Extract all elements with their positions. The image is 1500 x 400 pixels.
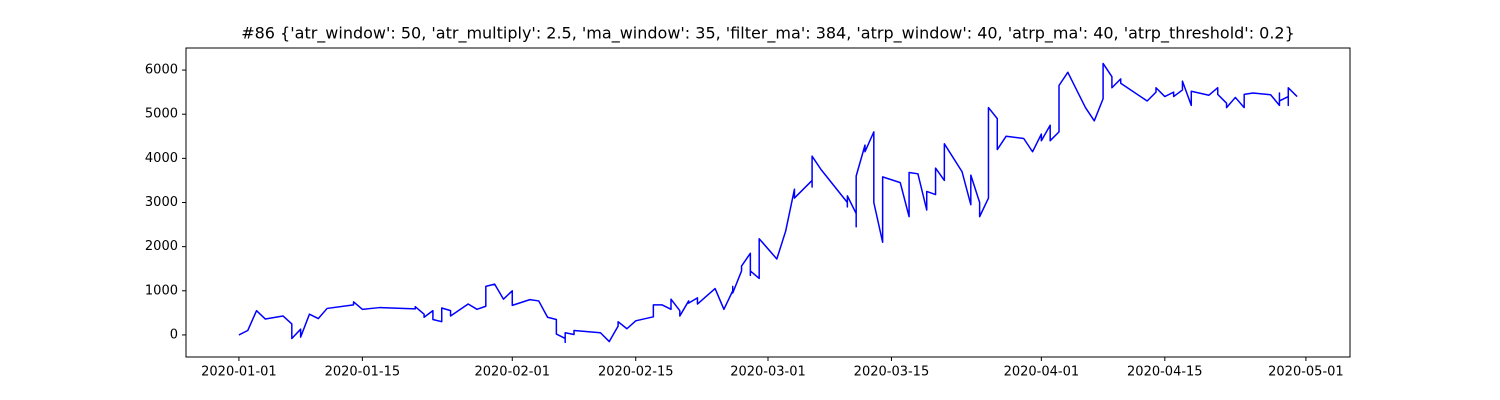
y-tick-label: 1000 xyxy=(145,283,178,298)
x-tick-label: 2020-02-01 xyxy=(474,365,550,380)
x-tick-label: 2020-01-01 xyxy=(201,365,277,380)
chart-title: #86 {'atr_window': 50, 'atr_multiply': 2… xyxy=(241,24,1295,44)
y-tick-label: 6000 xyxy=(145,63,178,78)
x-tick-label: 2020-01-15 xyxy=(325,365,401,380)
x-tick-label: 2020-04-01 xyxy=(1004,365,1080,380)
x-tick-label: 2020-03-01 xyxy=(730,365,806,380)
y-tick-label: 3000 xyxy=(145,195,178,210)
y-tick-label: 5000 xyxy=(145,107,178,122)
data-line xyxy=(238,62,1298,344)
axes-frame xyxy=(185,47,1351,358)
y-tick-label: 4000 xyxy=(145,151,178,166)
x-tick-label: 2020-05-01 xyxy=(1268,365,1344,380)
x-tick-label: 2020-04-15 xyxy=(1127,365,1203,380)
x-tick-label: 2020-03-15 xyxy=(854,365,930,380)
y-tick-label: 2000 xyxy=(145,239,178,254)
y-tick-label: 0 xyxy=(170,327,178,342)
x-tick-label: 2020-02-15 xyxy=(598,365,674,380)
